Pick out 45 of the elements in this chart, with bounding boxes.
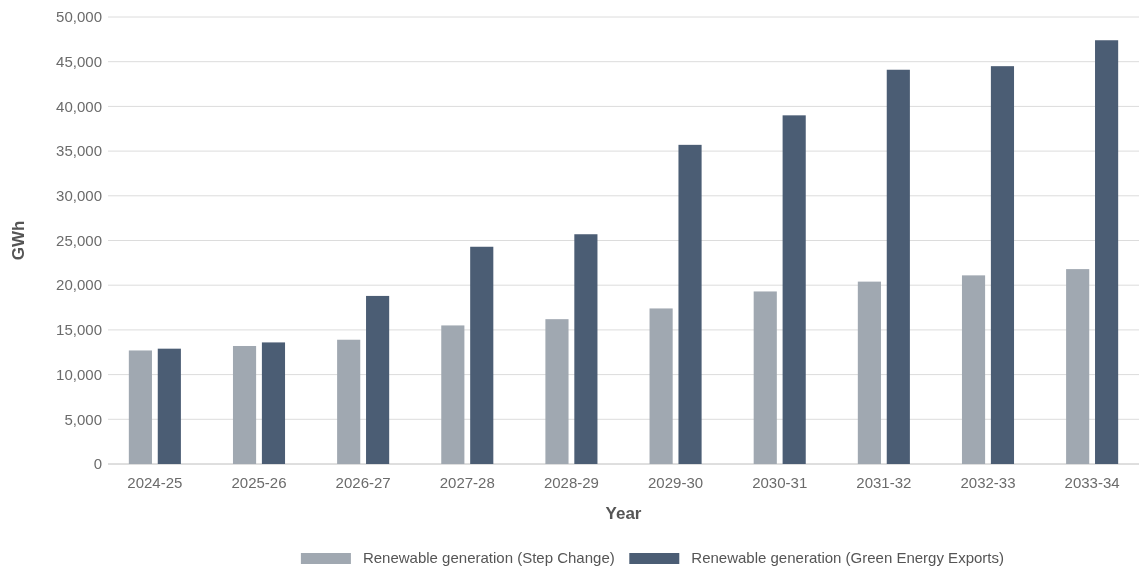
y-tick-label: 15,000: [56, 321, 102, 339]
y-tick-label: 50,000: [56, 8, 102, 26]
x-tick-label: 2031-32: [856, 474, 912, 491]
y-tick-label: 20,000: [56, 276, 102, 294]
bar: [337, 339, 361, 464]
y-tick-label: 30,000: [56, 187, 102, 205]
y-tick-label: 45,000: [56, 52, 102, 70]
x-tick-label: 2027-28: [439, 474, 495, 491]
x-tick-label: 2025-26: [231, 474, 287, 491]
bar: [157, 348, 181, 464]
x-tick-label: 2029-30: [648, 474, 704, 491]
x-tick-label: 2033-34: [1064, 474, 1120, 491]
bar: [545, 319, 569, 464]
x-axis-title: Year: [605, 504, 642, 523]
bar: [886, 69, 910, 464]
x-tick-label: 2024-25: [127, 474, 183, 491]
bar: [574, 234, 598, 464]
bar: [232, 345, 257, 464]
bar: [961, 275, 986, 464]
bar: [441, 325, 465, 464]
bar: [649, 308, 673, 464]
y-tick-label: 10,000: [56, 365, 102, 383]
bar: [128, 350, 152, 464]
x-tick-label: 2032-33: [960, 474, 1016, 491]
legend-label: Renewable generation (Step Change): [362, 549, 615, 567]
y-tick-label: 5,000: [64, 410, 102, 428]
x-tick-label: 2026-27: [335, 474, 391, 491]
y-tick-label: 25,000: [56, 231, 102, 249]
x-tick-label: 2030-31: [752, 474, 808, 491]
y-tick-label: 35,000: [56, 142, 102, 160]
bar: [470, 246, 494, 464]
bar: [1066, 269, 1090, 464]
legend-label: Renewable generation (Green Energy Exports): [691, 549, 1004, 567]
bar: [857, 281, 881, 464]
x-tick-label: 2028-29: [543, 474, 599, 491]
y-axis-title: GWh: [9, 220, 28, 261]
bar: [678, 144, 702, 464]
bar: [782, 115, 806, 464]
y-tick-label: 0: [93, 455, 102, 473]
bar: [990, 66, 1015, 464]
bar: [366, 295, 390, 464]
bar: [1095, 40, 1119, 464]
bar: [753, 291, 777, 464]
bar: [261, 342, 286, 464]
y-tick-label: 40,000: [56, 97, 102, 115]
